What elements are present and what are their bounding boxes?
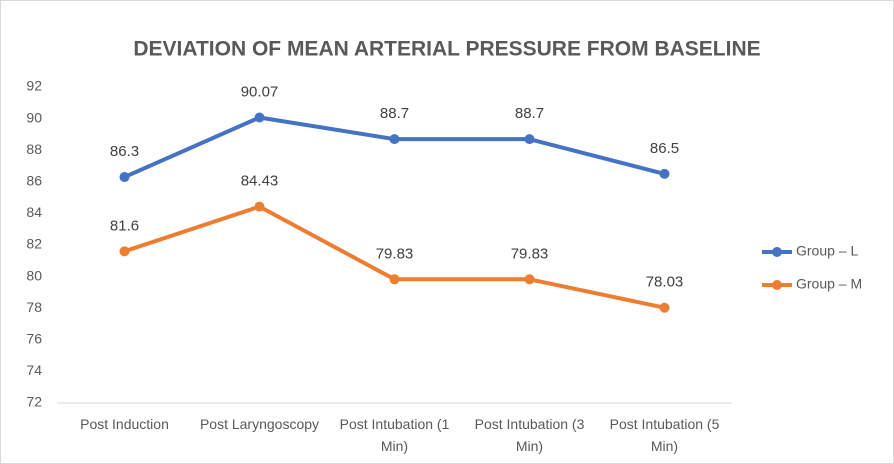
y-tick-label: 84 [26,204,42,220]
y-tick-label: 76 [26,331,42,347]
legend-label: Group – L [796,243,858,259]
y-tick-label: 78 [26,299,42,315]
x-tick-label-box: Post Intubation (1 Min) [339,416,450,454]
x-tick-label-box: Post Intubation (3 Min) [474,416,585,454]
legend-marker [772,247,782,257]
y-tick-label: 74 [26,362,42,378]
y-tick-label: 82 [26,236,42,252]
data-point [659,168,670,179]
data-point [659,302,670,313]
y-tick-label: 88 [26,141,42,157]
data-label: 88.7 [380,105,409,122]
data-label: 84.43 [241,173,279,190]
data-point [119,246,130,257]
data-point [524,134,535,145]
data-label: 81.6 [110,217,139,234]
data-label: 79.83 [511,245,549,262]
data-label: 78.03 [646,274,684,291]
y-tick-label: 80 [26,267,42,283]
x-tick-label: Post Induction [80,416,169,432]
chart-title: DEVIATION OF MEAN ARTERIAL PRESSURE FROM… [133,38,760,61]
data-label: 88.7 [515,105,544,122]
y-tick-label: 92 [26,78,42,94]
data-label: 86.5 [650,140,679,157]
y-tick-label: 90 [26,109,42,125]
data-point [119,172,130,183]
x-tick-label-box: Post Intubation (5 Min) [609,416,720,454]
y-tick-label: 72 [26,394,42,410]
legend-label: Group – M [796,276,862,292]
x-tick-label: Post Laryngoscopy [199,416,320,432]
x-tick-label: Post Intubation (3 Min) [474,416,585,454]
data-label: 90.07 [241,83,279,100]
x-tick-label-box: Post Induction [80,416,169,432]
x-tick-label: Post Intubation (1 Min) [339,416,450,454]
data-point [254,112,265,123]
x-tick-label-box: Post Laryngoscopy [199,416,320,432]
y-tick-label: 86 [26,173,42,189]
data-label: 79.83 [376,245,414,262]
data-label: 86.3 [110,143,139,160]
data-point [254,201,265,212]
data-point [389,274,400,285]
data-point [524,274,535,285]
legend-marker [772,280,782,290]
x-tick-label: Post Intubation (5 Min) [609,416,720,454]
data-point [389,134,400,145]
